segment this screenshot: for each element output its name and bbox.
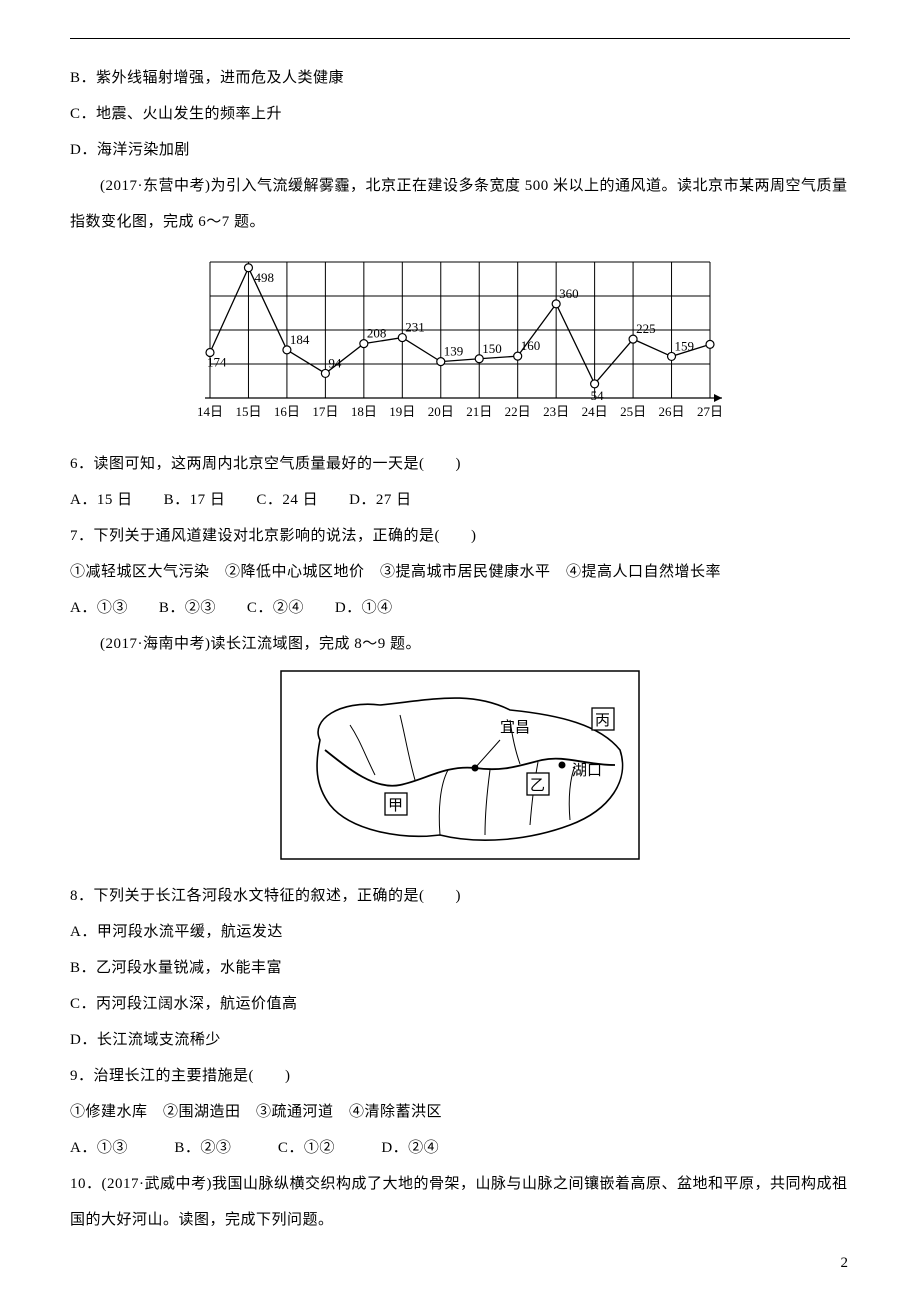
q8-b: B．乙河段水量锐减，水能丰富 [70, 950, 850, 986]
svg-text:139: 139 [444, 344, 464, 359]
svg-text:27日: 27日 [697, 404, 723, 419]
svg-text:甲: 甲 [388, 798, 403, 814]
svg-text:20日: 20日 [428, 404, 454, 419]
q8-d: D．长江流域支流稀少 [70, 1022, 850, 1058]
passage-1-intro: (2017·东营中考)为引入气流缓解雾霾，北京正在建设多条宽度 500 米以上的… [70, 168, 850, 240]
svg-text:18日: 18日 [351, 404, 377, 419]
page-number: 2 [841, 1255, 849, 1272]
svg-text:231: 231 [405, 320, 425, 335]
q6-options: A．15 日 B．17 日 C．24 日 D．27 日 [70, 482, 850, 518]
q7-stem: 7．下列关于通风道建设对北京影响的说法，正确的是( ) [70, 518, 850, 554]
svg-text:208: 208 [367, 326, 387, 341]
q7-options: A．①③ B．②③ C．②④ D．①④ [70, 590, 850, 626]
svg-text:159: 159 [675, 338, 695, 353]
passage-2-intro: (2017·海南中考)读长江流域图，完成 8～9 题。 [70, 626, 850, 662]
option-b: B．紫外线辐射增强，进而危及人类健康 [70, 60, 850, 96]
svg-text:160: 160 [521, 338, 541, 353]
svg-text:乙: 乙 [530, 778, 545, 794]
svg-text:225: 225 [636, 321, 656, 336]
svg-text:湖口: 湖口 [572, 762, 602, 779]
svg-text:21日: 21日 [466, 404, 492, 419]
q8-c: C．丙河段江阔水深，航运价值高 [70, 986, 850, 1022]
svg-text:19日: 19日 [389, 404, 415, 419]
q8-a: A．甲河段水流平缓，航运发达 [70, 914, 850, 950]
svg-text:25日: 25日 [620, 404, 646, 419]
svg-text:15日: 15日 [235, 404, 261, 419]
q7-sub: ①减轻城区大气污染 ②降低中心城区地价 ③提高城市居民健康水平 ④提高人口自然增… [70, 554, 850, 590]
q6-stem: 6．读图可知，这两周内北京空气质量最好的一天是( ) [70, 446, 850, 482]
q8-stem: 8．下列关于长江各河段水文特征的叙述，正确的是( ) [70, 878, 850, 914]
yangtze-map: 宜昌湖口甲 乙 丙 [70, 670, 850, 870]
svg-text:94: 94 [328, 355, 342, 370]
q9-sub: ①修建水库 ②围湖造田 ③疏通河道 ④清除蓄洪区 [70, 1094, 850, 1130]
svg-text:宜昌: 宜昌 [500, 719, 530, 736]
svg-text:24日: 24日 [582, 404, 608, 419]
header-rule [70, 38, 850, 39]
svg-text:150: 150 [482, 341, 502, 356]
svg-text:54: 54 [591, 388, 605, 403]
q10-stem: 10．(2017·武威中考)我国山脉纵横交织构成了大地的骨架，山脉与山脉之间镶嵌… [70, 1166, 850, 1238]
svg-text:16日: 16日 [274, 404, 300, 419]
svg-text:360: 360 [559, 286, 579, 301]
q9-stem: 9．治理长江的主要措施是( ) [70, 1058, 850, 1094]
option-c: C．地震、火山发生的频率上升 [70, 96, 850, 132]
svg-text:22日: 22日 [505, 404, 531, 419]
option-d: D．海洋污染加剧 [70, 132, 850, 168]
svg-text:184: 184 [290, 332, 310, 347]
air-quality-chart: 174 498 184 94 208 231 139 150 160 360 54 225 159 14日… [70, 248, 850, 438]
svg-text:498: 498 [254, 270, 274, 285]
svg-text:26日: 26日 [659, 404, 685, 419]
svg-text:丙: 丙 [595, 713, 610, 729]
svg-text:174: 174 [207, 354, 227, 369]
q9-options: A．①③ B．②③ C．①② D．②④ [70, 1130, 850, 1166]
svg-text:14日: 14日 [197, 404, 223, 419]
svg-text:23日: 23日 [543, 404, 569, 419]
svg-text:17日: 17日 [312, 404, 338, 419]
